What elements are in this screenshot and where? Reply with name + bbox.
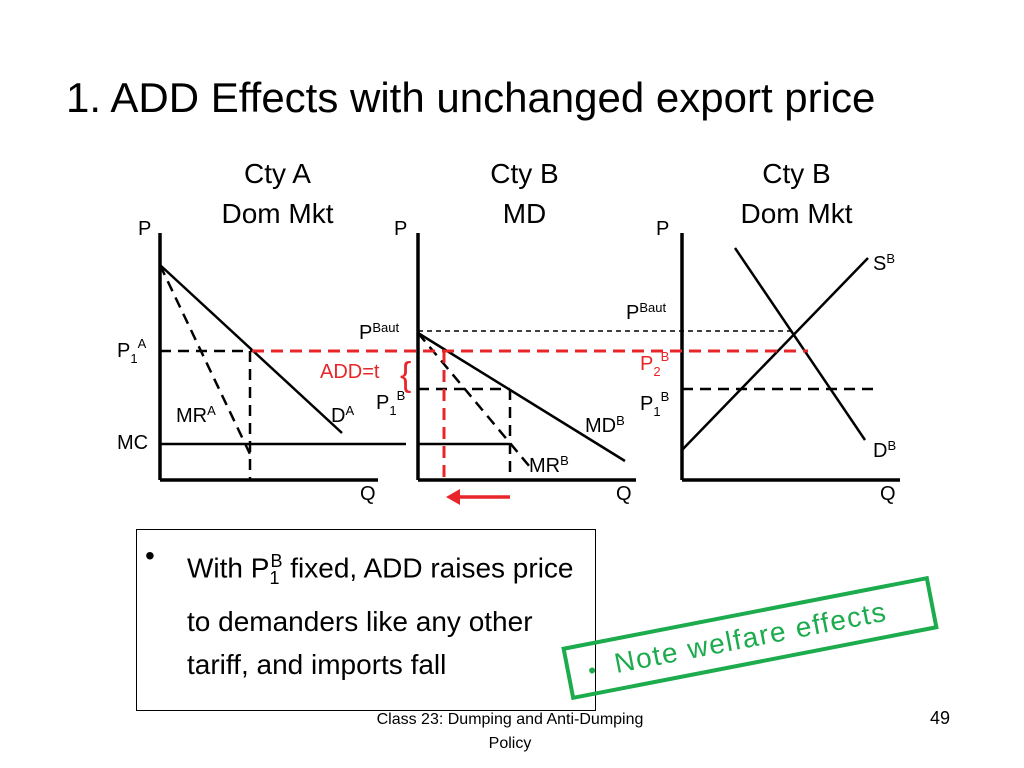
panel-a-q-label: Q [360,483,376,505]
panel-b-md-line [417,331,626,463]
panel-b-title-line2: MD [502,198,547,229]
panel-c-p2-label: P2B [640,349,669,379]
bullet-text: With P1B fixed, ADD raises price to dema… [187,540,587,686]
panel-c-q-label: Q [880,483,896,505]
bullet-text-start: With P [187,552,270,584]
panel-a-demand-label: DA [331,403,354,427]
panel-a-title-line2: Dom Mkt [221,198,334,229]
panel-a-demand-line [159,264,343,434]
panel-b-diagram: P Q PBaut ADD=t { P1B MDB MRB [320,218,795,505]
panel-c-demand-label: DB [873,438,896,462]
bullet-text-sub: 1 [269,567,280,588]
panel-c-supply-label: SB [873,251,895,275]
panel-b-md-label: MDB [585,413,625,437]
panel-b-q-label: Q [616,483,632,505]
panel-b-p-label: P [394,218,407,240]
panel-b-mr-label: MRB [529,453,569,477]
panel-c-supply-line [681,257,869,451]
panel-b-pbaut-label: PBaut [359,320,399,344]
panel-b-p1-label: P1B [376,388,405,418]
page-number: 49 [930,708,951,728]
panel-a-p-label: P [138,218,151,240]
panel-a-title: Cty A Dom Mkt [205,154,350,234]
panel-c-diagram: P Q PBaut P2B P1B SB DB [626,218,900,505]
note-bullet-icon: • [585,656,600,684]
panel-a-mc-label: MC [117,432,148,454]
panel-a-mr-label: MRA [176,403,216,427]
panel-b-title-line1: Cty B [490,158,559,189]
bullet-box: • With P1B fixed, ADD raises price to de… [136,529,596,711]
panel-c-title-line2: Dom Mkt [740,198,853,229]
panel-c-p1-label: P1B [640,389,669,419]
panel-a-title-line1: Cty A [244,158,311,189]
panel-a-diagram: P Q P1A MC MRA DA [117,218,406,505]
import-decrease-arrowhead [446,489,460,505]
add-label: ADD=t [320,361,380,383]
panel-c-demand-line [733,247,867,441]
panel-b-mr-line [417,332,531,468]
add-brace-icon: { [400,356,411,394]
panel-a-p1-label: P1A [117,336,147,366]
panel-b-title: Cty B MD [462,154,587,234]
bullet-dot-icon: • [145,540,155,571]
panel-c-p-label: P [656,218,669,240]
panel-c-title-line1: Cty B [762,158,831,189]
bullet-text-sup: B [270,551,283,571]
slide-title: 1. ADD Effects with unchanged export pri… [66,74,876,121]
panel-c-pbaut-label: PBaut [626,300,666,324]
slide-footer: Class 23: Dumping and Anti-Dumping Polic… [376,711,644,752]
panel-c-title: Cty B Dom Mkt [724,154,869,234]
bullet-text-end: fixed, ADD raises price to demanders lik… [187,552,574,680]
